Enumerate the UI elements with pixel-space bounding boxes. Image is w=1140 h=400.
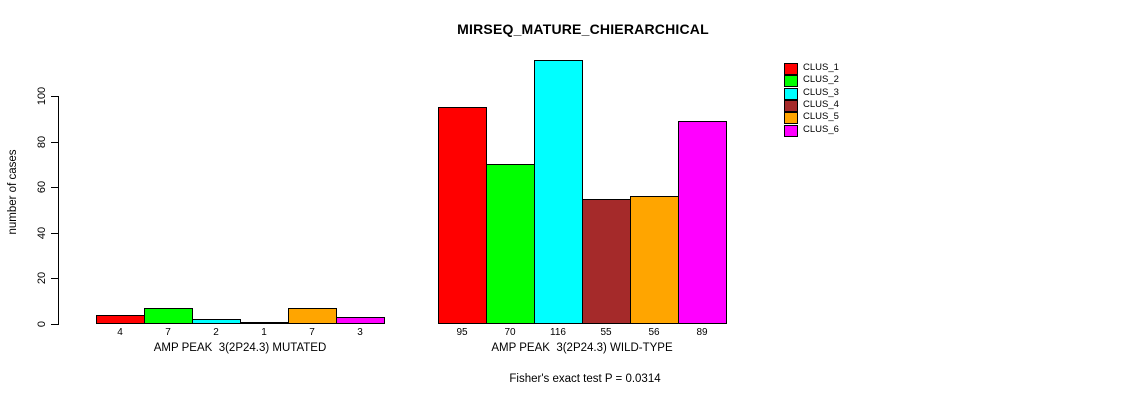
bar-value-label: 56 bbox=[648, 327, 660, 338]
bar-value-label: 95 bbox=[456, 327, 468, 338]
bar-clus_4 bbox=[582, 199, 631, 324]
bar-clus_6 bbox=[336, 317, 385, 324]
y-tick-label: 100 bbox=[36, 86, 48, 106]
legend-item-clus_2: CLUS_2 bbox=[784, 74, 864, 88]
y-tick-label: 60 bbox=[36, 181, 48, 194]
legend-label: CLUS_5 bbox=[803, 111, 839, 123]
bar-value-label: 55 bbox=[600, 327, 612, 338]
legend-swatch-clus_3 bbox=[784, 87, 798, 100]
bar-clus_2 bbox=[486, 164, 535, 324]
bar-clus_4 bbox=[240, 322, 289, 324]
legend-swatch-clus_6 bbox=[784, 124, 798, 137]
bar-value-label: 70 bbox=[504, 327, 516, 338]
bar-clus_6 bbox=[678, 121, 727, 324]
bar-clus_3 bbox=[534, 60, 583, 324]
bar-clus_2 bbox=[144, 308, 193, 324]
legend-swatch-clus_5 bbox=[784, 112, 798, 125]
legend-item-clus_4: CLUS_4 bbox=[784, 98, 864, 112]
y-tick-label: 20 bbox=[36, 272, 48, 285]
y-axis-tick bbox=[51, 278, 58, 280]
legend-swatch-clus_4 bbox=[784, 99, 798, 112]
y-tick-label: 0 bbox=[36, 320, 48, 328]
bar-value-label: 4 bbox=[117, 327, 123, 338]
y-axis-line bbox=[58, 96, 60, 325]
legend-item-clus_1: CLUS_1 bbox=[784, 62, 864, 75]
y-axis-tick bbox=[51, 187, 58, 189]
legend-label: CLUS_2 bbox=[803, 74, 839, 86]
bar-value-label: 116 bbox=[550, 327, 566, 338]
legend-label: CLUS_6 bbox=[803, 123, 839, 135]
bar-value-label: 89 bbox=[696, 327, 708, 338]
legend-item-clus_6: CLUS_6 bbox=[784, 123, 864, 137]
legend-swatch-clus_2 bbox=[784, 75, 798, 88]
bar-value-label: 3 bbox=[357, 327, 363, 338]
y-axis-tick bbox=[51, 324, 58, 325]
chart-title: MIRSEQ_MATURE_CHIERARCHICAL bbox=[457, 21, 709, 37]
annotation-text: Fisher's exact test P = 0.0314 bbox=[509, 373, 661, 385]
legend-label: CLUS_3 bbox=[803, 86, 839, 98]
legend-item-clus_3: CLUS_3 bbox=[784, 86, 864, 100]
y-axis-label: number of cases bbox=[7, 149, 19, 235]
bar-value-label: 7 bbox=[165, 327, 171, 338]
bar-clus_5 bbox=[288, 308, 337, 324]
bar-value-label: 2 bbox=[213, 327, 219, 338]
bar-clus_3 bbox=[192, 319, 241, 324]
legend-label: CLUS_4 bbox=[803, 98, 839, 110]
legend-item-clus_5: CLUS_5 bbox=[784, 111, 864, 125]
bar-clus_1 bbox=[96, 315, 145, 324]
y-tick-label: 40 bbox=[36, 226, 48, 239]
y-tick-label: 80 bbox=[36, 135, 48, 148]
legend-swatch-clus_1 bbox=[784, 63, 798, 75]
bar-clus_5 bbox=[630, 196, 679, 324]
y-axis-tick bbox=[51, 141, 58, 143]
y-axis-tick bbox=[51, 232, 58, 234]
bar-value-label: 7 bbox=[309, 327, 315, 338]
bar-clus_1 bbox=[438, 107, 487, 324]
x-group-label: AMP PEAK 3(2P24.3) WILD-TYPE bbox=[491, 342, 673, 354]
legend-label: CLUS_1 bbox=[803, 62, 839, 73]
bar-value-label: 1 bbox=[261, 327, 267, 338]
x-group-label: AMP PEAK 3(2P24.3) MUTATED bbox=[153, 342, 327, 354]
y-axis-tick bbox=[51, 96, 58, 97]
